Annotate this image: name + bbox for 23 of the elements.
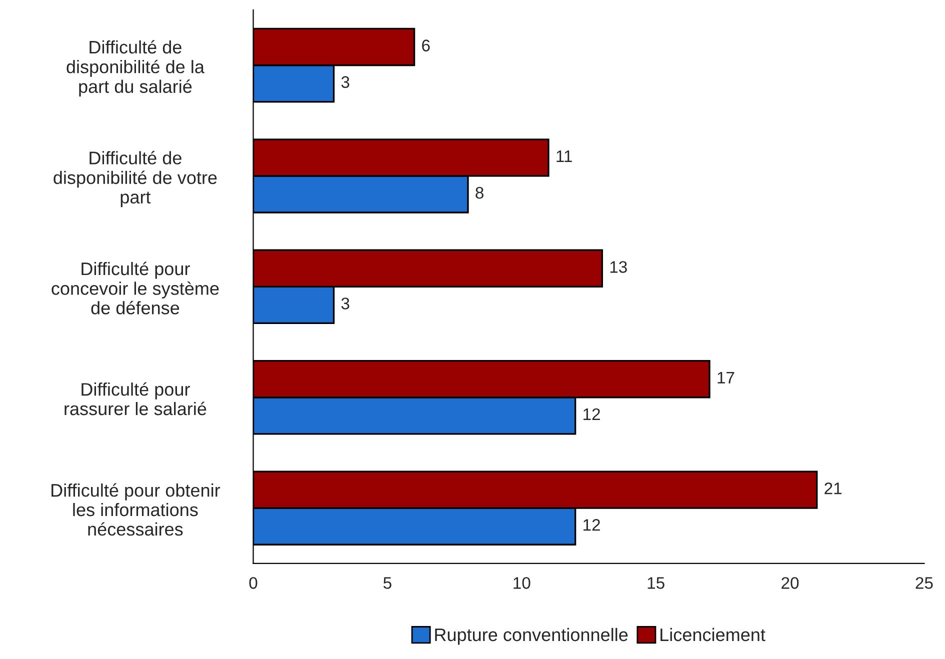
data-label: 3	[341, 76, 350, 88]
y-tick-label: Difficulté de disponibilité de votre part	[54, 150, 217, 208]
x-tick-label: 0	[249, 577, 258, 589]
y-tick-label: Difficulté pour obtenir les informations nécessaires	[52, 483, 220, 536]
data-label: 12	[584, 519, 600, 531]
y-tick-label: Difficulté de disponibilité de la part du salarié	[66, 40, 204, 97]
data-label: 3	[341, 298, 350, 310]
y-tick-label: Difficulté pour concevoir le système de défense	[52, 262, 219, 314]
data-label: 6	[422, 40, 430, 52]
x-tick-label: 15	[648, 577, 664, 589]
data-label: 17	[718, 372, 734, 384]
data-label: 12	[584, 408, 600, 420]
legend-label: Rupture conventionnelle	[435, 628, 628, 645]
legend-label: Licenciement	[660, 628, 766, 642]
x-tick-label: 20	[782, 577, 799, 589]
data-label: 11	[556, 150, 572, 162]
x-tick-label: 10	[514, 577, 530, 589]
y-tick-label: Difficulté pour rassurer le salarié	[64, 382, 206, 416]
x-tick-label: 5	[383, 577, 392, 589]
x-tick-label: 25	[916, 577, 933, 589]
data-label: 21	[824, 482, 842, 494]
data-label: 8	[476, 186, 484, 199]
data-label: 13	[610, 261, 627, 273]
